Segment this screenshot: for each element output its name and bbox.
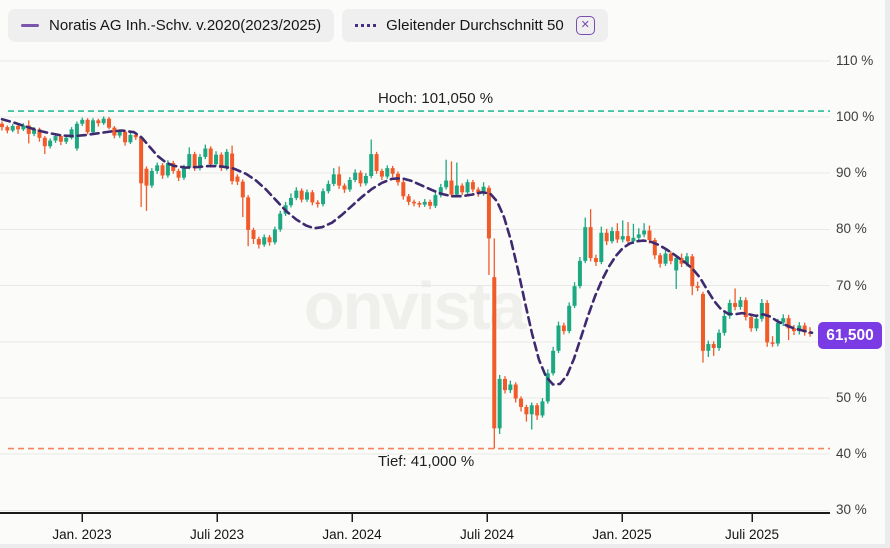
legend-item-instrument[interactable]: Noratis AG Inh.-Schv. v.2020(2023/2025) [8, 9, 335, 42]
ma-line-icon [355, 24, 377, 27]
scrollbar-bottom[interactable] [0, 544, 890, 548]
last-price-badge: 61,500 [818, 322, 882, 350]
watermark: onvista [303, 269, 527, 344]
x-axis-label: Juli 2023 [189, 527, 245, 542]
legend-label-ma50: Gleitender Durchschnitt 50 [386, 17, 564, 34]
y-axis-label: 110 % [836, 52, 874, 68]
scrollbar-right[interactable] [885, 0, 890, 548]
legend: Noratis AG Inh.-Schv. v.2020(2023/2025) … [8, 9, 608, 42]
legend-item-ma50[interactable]: Gleitender Durchschnitt 50 ✕ [342, 9, 608, 42]
y-axis-label: 40 % [836, 446, 867, 462]
x-axis-label: Jan. 2023 [52, 527, 112, 542]
x-axis-label: Juli 2025 [724, 527, 780, 542]
high-annotation: Hoch: 101,050 % [378, 90, 494, 108]
y-axis-label: 70 % [836, 277, 867, 293]
x-axis-label: Jan. 2025 [592, 527, 652, 542]
legend-label-instrument: Noratis AG Inh.-Schv. v.2020(2023/2025) [49, 17, 322, 34]
x-axis-label: Juli 2024 [459, 527, 515, 542]
x-axis-label: Jan. 2024 [322, 527, 382, 542]
y-axis-label: 30 % [836, 502, 867, 518]
y-axis-label: 80 % [836, 221, 867, 237]
remove-ma-button[interactable]: ✕ [575, 16, 595, 35]
series-line-icon [21, 23, 39, 28]
y-axis-label: 100 % [836, 109, 875, 124]
close-icon: ✕ [580, 19, 590, 31]
low-annotation: Tief: 41,000 % [378, 452, 475, 470]
y-axis-label: 90 % [836, 165, 867, 181]
y-axis-label: 50 % [836, 390, 867, 405]
